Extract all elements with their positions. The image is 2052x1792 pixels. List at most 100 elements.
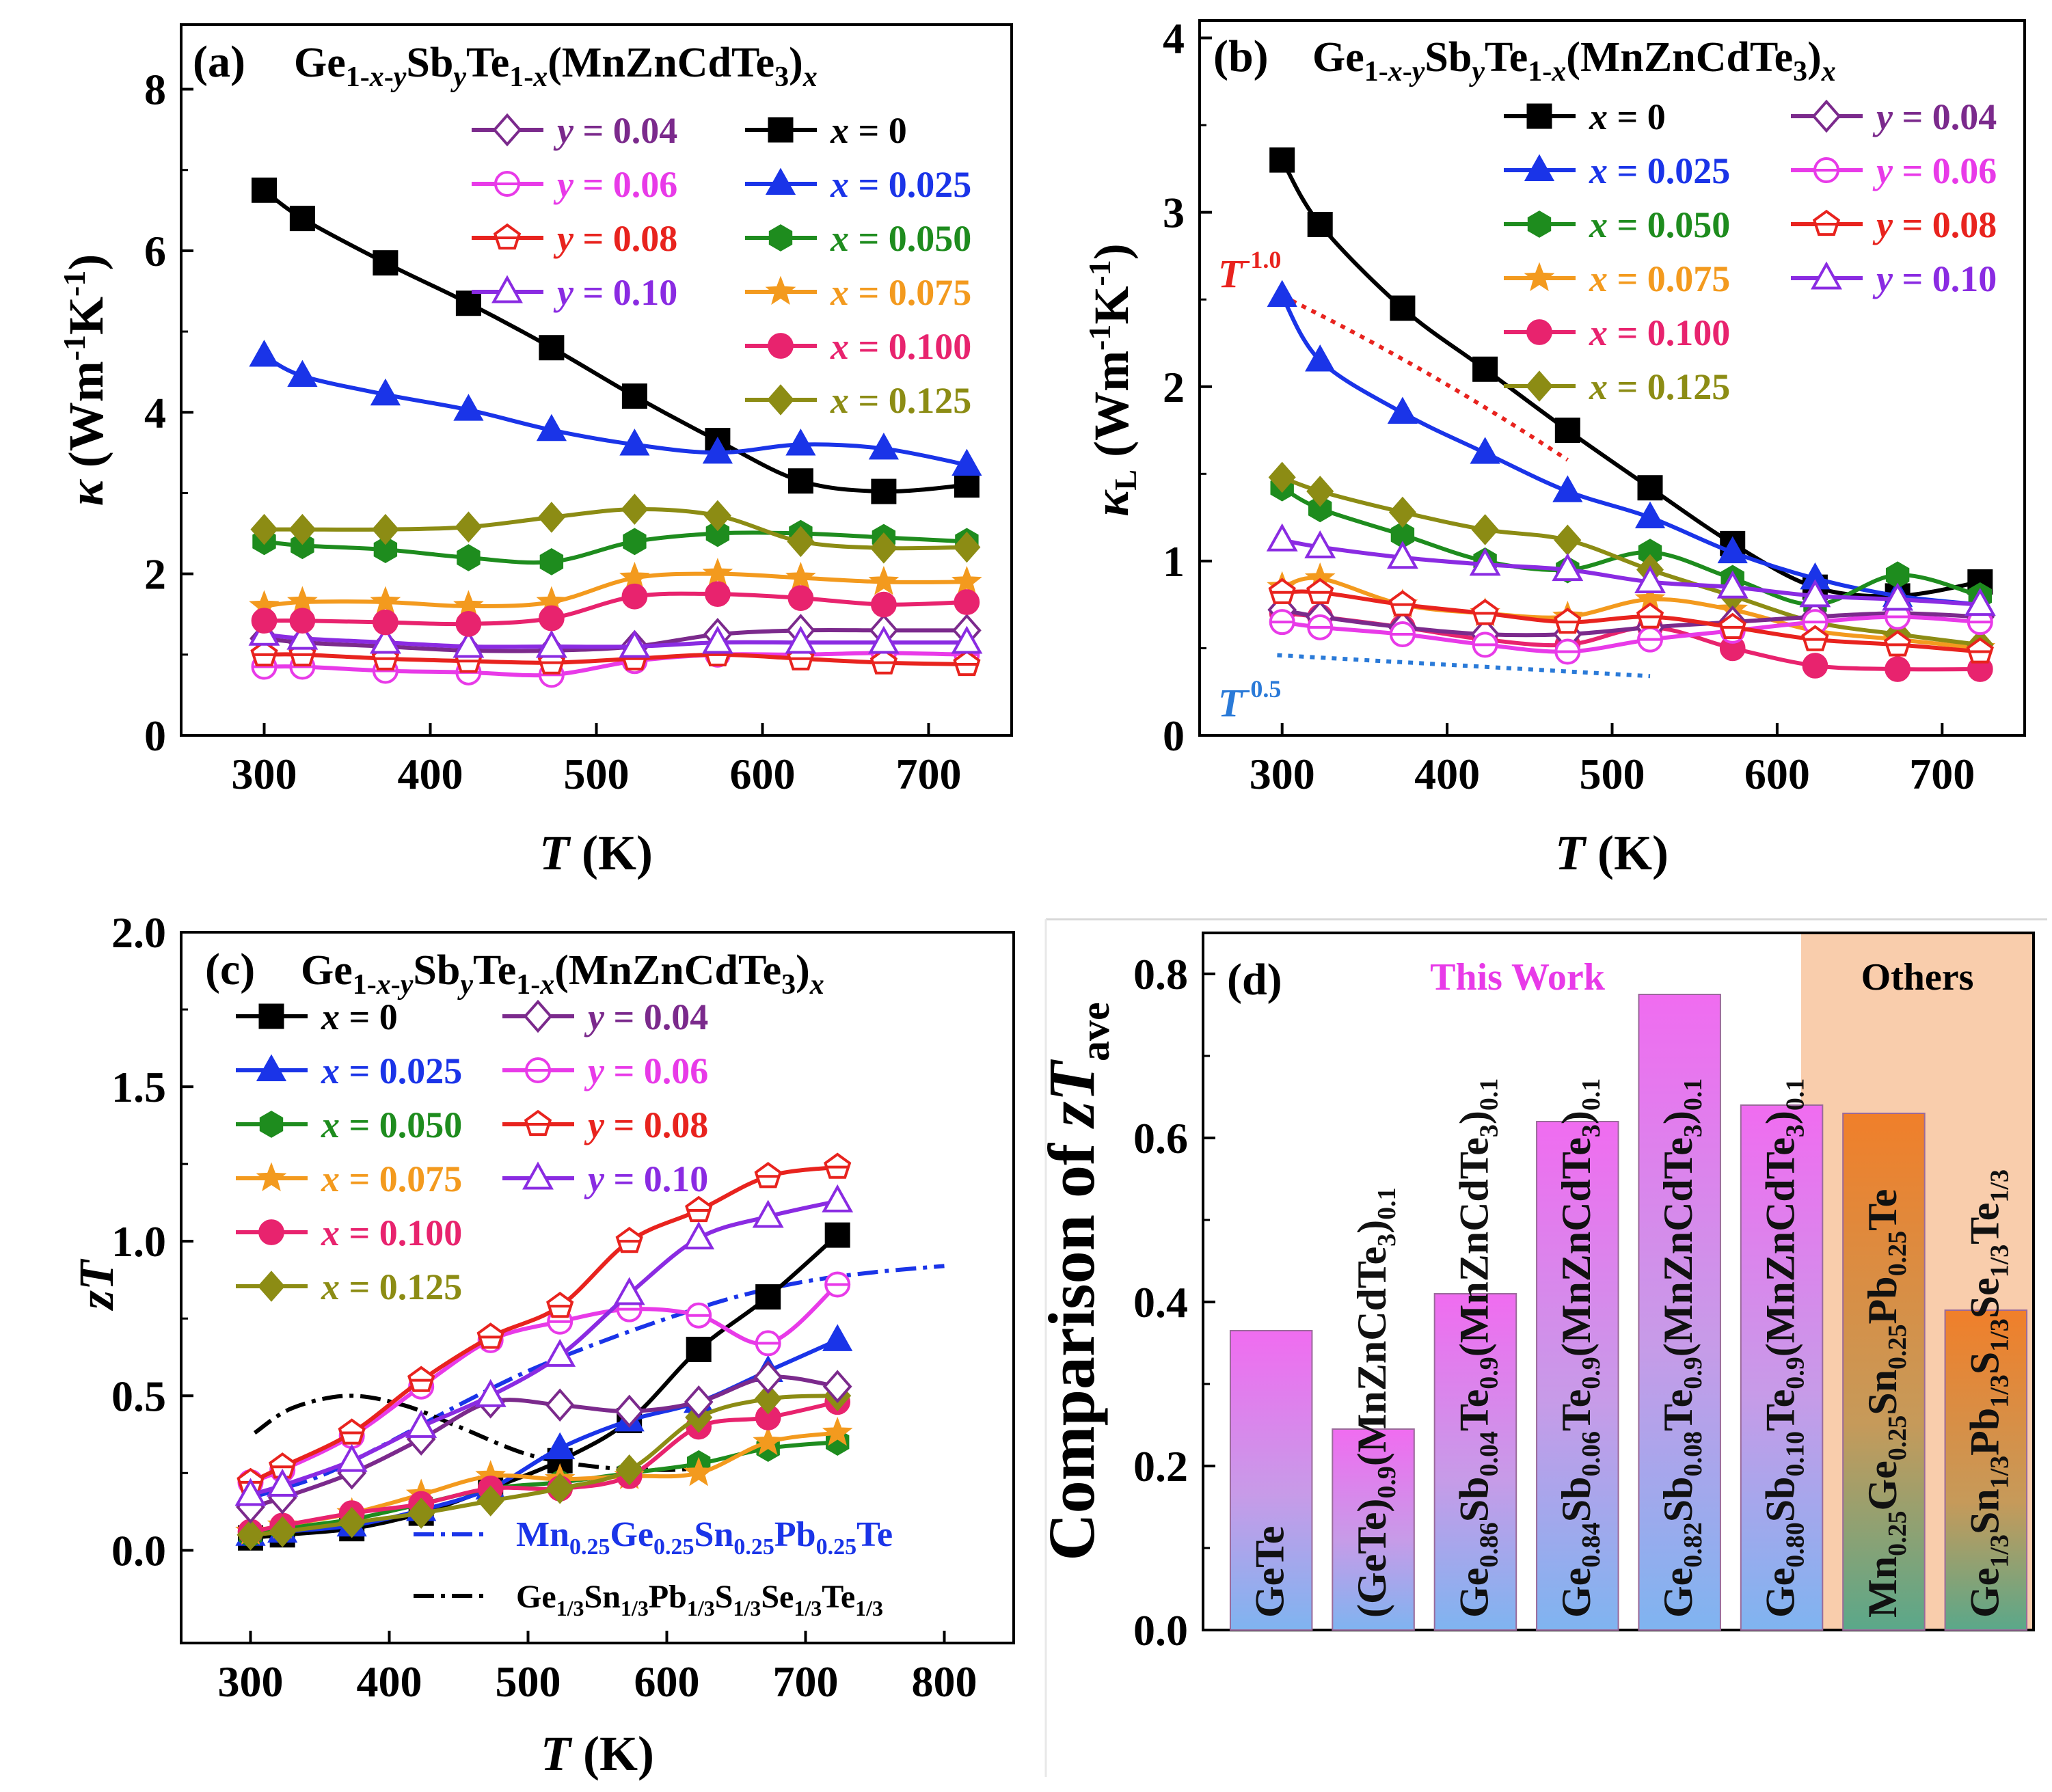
panel-c-series-1-point-9 (822, 1324, 853, 1351)
panel-c-series-9-point-1 (267, 1468, 299, 1497)
panel-b-series-2-point-1 (1308, 495, 1332, 523)
panel-c-legend-item-5: x = 0.125 (236, 1266, 462, 1307)
panel-a-series-8-point-8 (871, 591, 897, 618)
panel-b-xtick-label-300: 300 (1250, 750, 1315, 798)
panel-a-ticks: 300 400 500 600 700 0 2 4 6 8 (144, 66, 962, 798)
panel-b-legend-marker-3 (1524, 262, 1555, 292)
panel-d-ytick-label-0.6: 0.6 (1133, 1114, 1188, 1163)
panel-c-legend-marker-0 (258, 1003, 284, 1029)
panel-b-series-9-point-7 (1799, 579, 1831, 608)
panel-c-legend-item-0: x = 0 (236, 996, 398, 1037)
panel-b-ticks: 300 400 500 600 700 0 1 2 3 4 (1163, 14, 1975, 798)
panel-a-series-6-point-1 (291, 532, 314, 560)
bar-4 (1638, 994, 1721, 1631)
panel-b-series-line-3 (1281, 575, 1981, 651)
panel-a-xtick-label-500: 500 (564, 750, 630, 798)
panel-c-series-6-point-7 (684, 1385, 714, 1419)
panel-b-series-0-point-4 (1554, 418, 1580, 444)
panel-c-legend-marker-1 (256, 1054, 287, 1081)
panel-b-legend-label-9: y = 0.10 (1872, 258, 1997, 299)
panel-b-series-5-point-0 (1268, 461, 1296, 493)
panel-d-ylabel: Comparison of zTave (1035, 1002, 1118, 1560)
panel-a-series-5-point-0 (249, 340, 280, 367)
bar-0 (1229, 1330, 1313, 1631)
panel-c-series-5-point-6 (615, 1454, 643, 1486)
panel-b-series-4-point-7 (1802, 653, 1828, 679)
panel-c-legend-label-2: x = 0.050 (321, 1104, 462, 1145)
panel-a-legend: y = 0.04 y = 0.06 y = 0.08 y = 0.10 x = 0 x =… (472, 110, 971, 421)
panel-a-title: Ge1-x-ySbyTe1-x(MnZnCdTe3)x (294, 40, 818, 93)
panel-a-legend-label-1: y = 0.06 (553, 164, 677, 205)
panel-b-series-0-point-1 (1307, 211, 1333, 237)
panel-a-series-4-point-3 (455, 290, 481, 316)
panel-b-legend-item-5: x = 0.125 (1504, 366, 1730, 407)
panel-c-series-5-point-3 (407, 1497, 435, 1529)
panel-a-xtick-label-600: 600 (730, 750, 796, 798)
panel-b-series-5-point-1 (1306, 476, 1334, 507)
panel-a-legend-item-6: x = 0.050 (745, 218, 971, 259)
panel-a-series-4-point-2 (373, 250, 399, 276)
panel-c-legend-marker-6 (523, 999, 553, 1033)
panel-c-series-1-point-5 (545, 1432, 576, 1460)
bar-label-7: Ge1/3Sn1/3Pb1/3S1/3Se1/3Te1/3 (1962, 1169, 2014, 1618)
panel-b-series-line-9 (1282, 538, 1981, 607)
panel-b-legend-marker-1 (1524, 154, 1555, 181)
panel-c-series-line-8 (249, 1165, 838, 1484)
panel-c-xtick-label-700: 700 (773, 1657, 839, 1706)
bar-2 (1433, 1293, 1517, 1631)
panel-c-series-6-point-9 (822, 1370, 852, 1403)
panel-b-legend-marker-5 (1525, 370, 1554, 402)
panel-a-series-4-point-1 (289, 206, 315, 232)
panel-a-series-9-point-9 (953, 531, 981, 563)
panel-a-series-6-point-2 (373, 536, 398, 564)
panel-b-title: Ge1-x-ySbyTe1-x(MnZnCdTe3)x (1312, 34, 1836, 87)
panel-a-series-4-point-0 (252, 177, 277, 203)
panel-a-series-5-point-1 (287, 359, 318, 388)
panel-a-legend-label-5: x = 0.025 (830, 164, 971, 205)
panel-a-legend-label-0: y = 0.04 (553, 110, 677, 151)
panel-b-xtick-label-700: 700 (1909, 750, 1975, 798)
panel-b-legend-marker-0 (1526, 103, 1552, 129)
panel-c-series-line-4 (249, 1400, 838, 1534)
panel-b-legend-item-7: y = 0.06 (1791, 150, 1997, 191)
guide-0 (1281, 294, 1569, 462)
panel-b-series-9-point-4 (1552, 553, 1584, 582)
panel-a-xtick-label-400: 400 (398, 750, 463, 798)
panel-c-series-9-point-2 (336, 1443, 368, 1472)
panel-c-legend-marker-3 (256, 1162, 287, 1192)
panel-b-legend-item-0: x = 0 (1504, 96, 1666, 137)
panel-c-legend-item-1: x = 0.025 (236, 1050, 462, 1091)
bar-3 (1536, 1121, 1619, 1631)
panel-c-legend-item-8: y = 0.08 (502, 1104, 708, 1145)
panel-a-series-3-point-3 (453, 629, 485, 658)
panel-b-legend: x = 0 x = 0.025 x = 0.050 x = 0.075 x = 0.10… (1504, 96, 1997, 407)
panel-c-ytick-label-0: 0.0 (111, 1526, 166, 1575)
panel-a-series-6-point-4 (539, 548, 564, 575)
panel-b-series-4-point-8 (1885, 656, 1911, 682)
panel-c-legend-label-3: x = 0.075 (321, 1158, 462, 1199)
panel-c-legend-item-6: y = 0.04 (502, 996, 708, 1037)
panel-c: 300 400 500 600 700 800 0.0 0.5 1.0 1.5 2.0 (c) Ge… (69, 908, 1015, 1781)
panel-c-xlabel: T (K) (541, 1726, 654, 1781)
panel-a-legend-marker-5 (765, 167, 796, 195)
panel-c-legend-item-3: x = 0.075 (236, 1158, 462, 1199)
panel-c-series-line-9 (249, 1199, 838, 1497)
panel-c-legend-label-5: x = 0.125 (321, 1266, 462, 1307)
panel-b: 300 400 500 600 700 0 1 2 3 4 (b) Ge1-x-ySbyTe1-x… (1082, 14, 2026, 880)
panel-a-series-9-point-0 (250, 513, 278, 545)
panel-a-series-line-8 (264, 591, 967, 627)
panel-c-series-5-point-2 (338, 1506, 366, 1538)
panel-b-legend-item-2: x = 0.050 (1504, 204, 1730, 245)
panel-c-series-line-6 (249, 1374, 838, 1509)
bar-7 (1944, 1309, 2028, 1631)
panel-a-legend-marker-4 (768, 117, 794, 143)
panel-b-legend-marker-4 (1526, 319, 1552, 345)
panel-a-series-line-2 (264, 652, 967, 666)
panel-a-series-8-point-0 (251, 608, 278, 634)
panel-a-legend-label-6: x = 0.050 (830, 218, 971, 259)
panel-a-series-5-point-2 (370, 378, 401, 406)
panel-a-legend-marker-9 (766, 384, 795, 416)
panel-a-legend-label-2: y = 0.08 (553, 218, 677, 259)
panel-b-legend-item-6: y = 0.04 (1791, 96, 1997, 137)
panel-c-legend-item-9: y = 0.10 (502, 1158, 708, 1199)
